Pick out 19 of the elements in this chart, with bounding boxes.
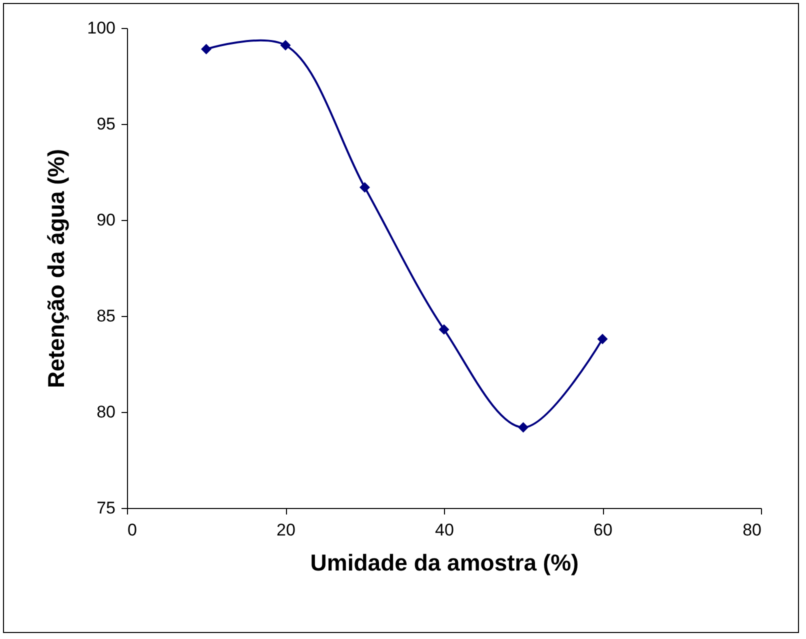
point xyxy=(438,324,450,335)
x-tick-label: 60 xyxy=(594,520,612,540)
y-axis-title: Retenção da água (%) xyxy=(43,149,70,388)
x-tick-label: 0 xyxy=(128,520,137,540)
point xyxy=(597,334,608,344)
y-tick-label: 100 xyxy=(87,18,116,38)
y-tick-label: 95 xyxy=(96,114,116,134)
point xyxy=(201,44,212,54)
y-tick-label: 90 xyxy=(96,210,116,230)
point xyxy=(518,422,528,433)
x-tick-label: 40 xyxy=(435,520,454,540)
point xyxy=(280,40,291,51)
x-axis-title: Umidade da amostra (%) xyxy=(310,550,579,576)
y-tick-label: 85 xyxy=(96,306,116,326)
y-tick-label: 80 xyxy=(96,402,116,422)
point xyxy=(360,182,370,193)
y-tick-label: 75 xyxy=(96,498,116,518)
x-tick-label: 20 xyxy=(276,520,296,540)
x-tick-label: 80 xyxy=(742,520,762,540)
